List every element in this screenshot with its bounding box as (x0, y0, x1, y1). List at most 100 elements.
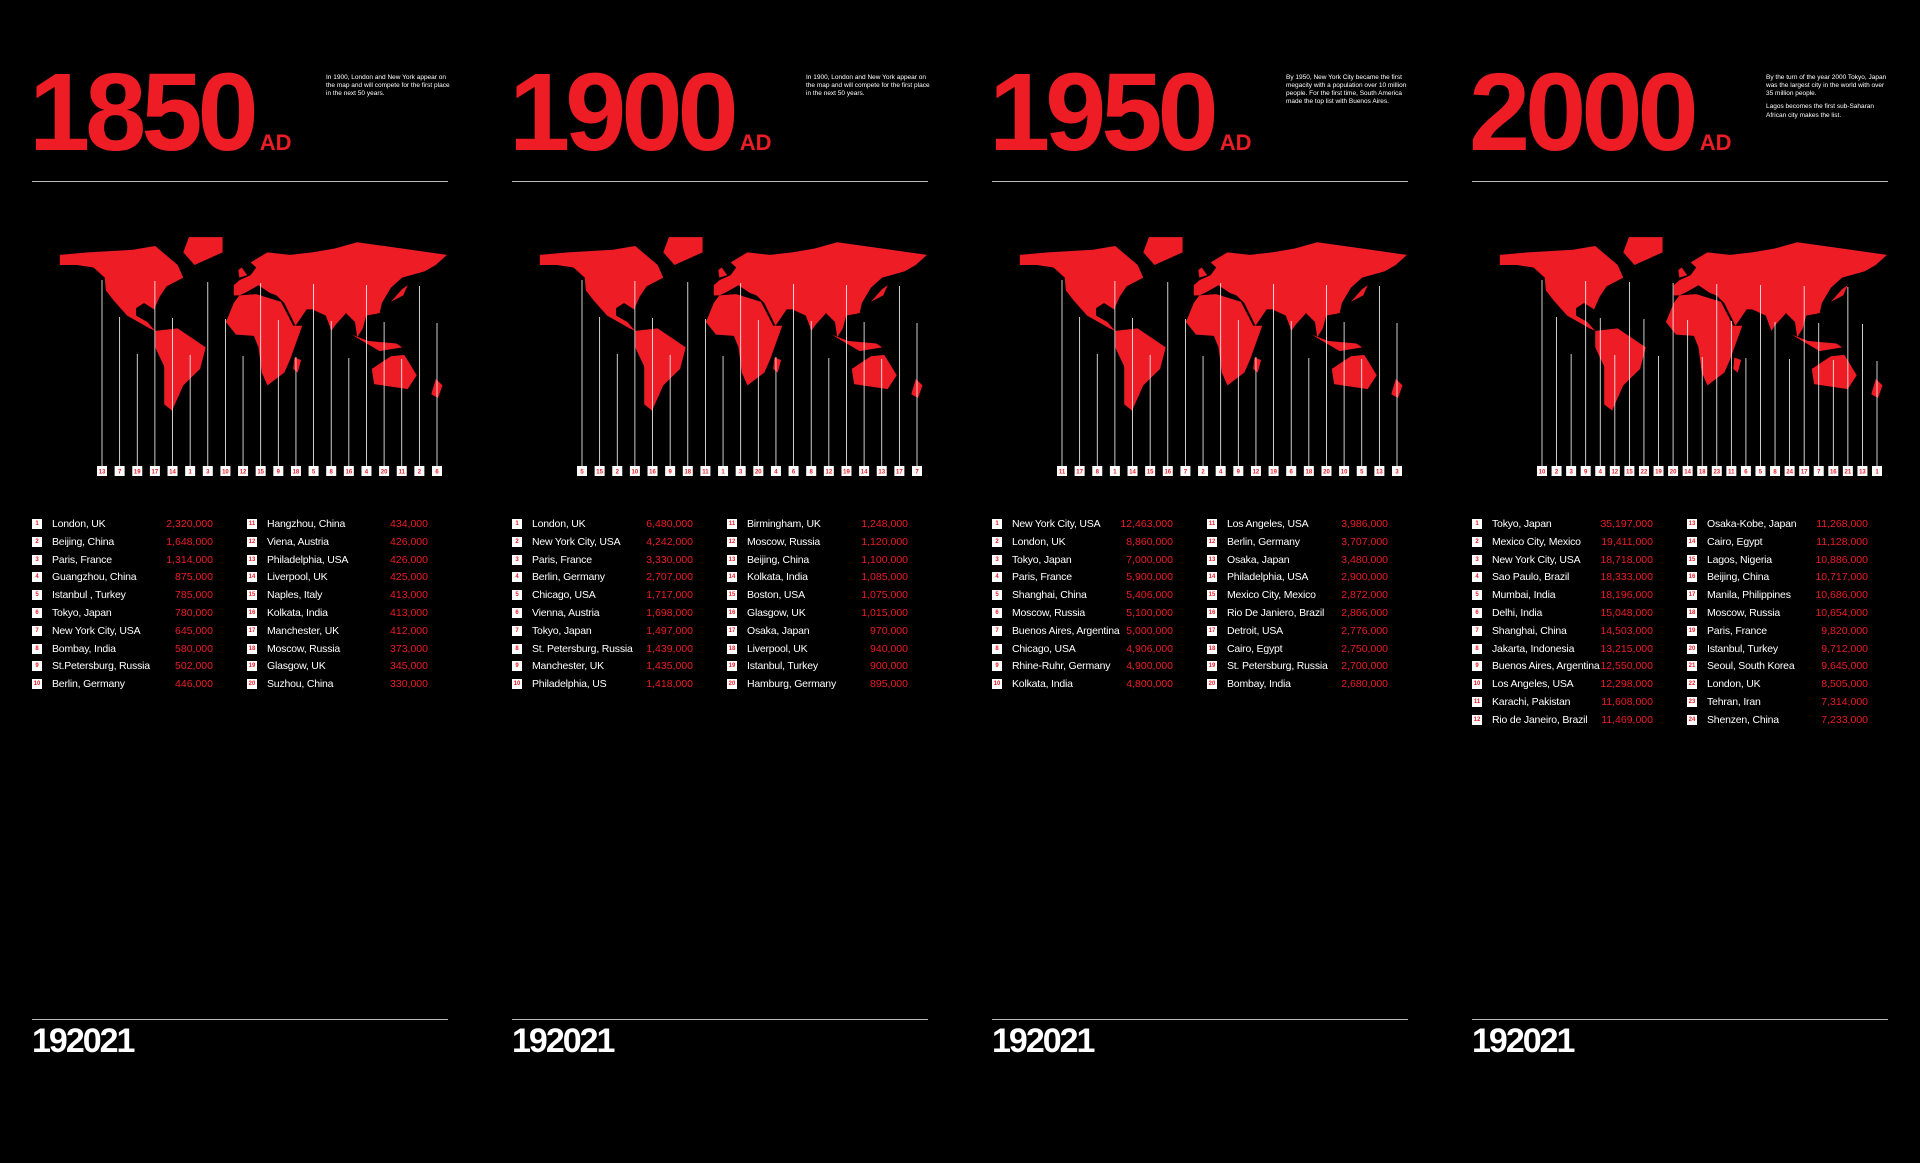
year-panel: 2000 AD By the turn of the year 2000 Tokyo… (1469, 0, 1888, 1163)
marker-number: 6 (792, 470, 796, 476)
city-rank: 17 (247, 625, 257, 636)
city-rank: 3 (1472, 554, 1482, 565)
city-population: 426,000 (390, 535, 428, 548)
city-name: Rio de Janeiro, Brazil (1492, 713, 1588, 726)
marker-number: 13 (1859, 470, 1866, 476)
city-rank: 18 (247, 643, 257, 654)
city-rank: 14 (727, 572, 737, 583)
city-population: 2,750,000 (1341, 642, 1388, 655)
marker-box (612, 466, 623, 476)
city-rank: 22 (1687, 679, 1697, 690)
city-population: 5,000,000 (1126, 624, 1173, 637)
city-row: 3 New York City, USA 18,718,000 (1472, 553, 1653, 567)
city-population: 9,820,000 (1821, 624, 1868, 637)
city-rank: 15 (1207, 590, 1217, 601)
city-population: 970,000 (870, 624, 908, 637)
city-name: Istanbul, Turkey (747, 660, 818, 673)
city-rank: 8 (1472, 643, 1482, 654)
city-name: Jakarta, Indonesia (1492, 642, 1575, 655)
city-population: 19,411,000 (1601, 535, 1653, 548)
city-name: Los Angeles, USA (1492, 678, 1574, 691)
city-row: 3 Paris, France 3,330,000 (512, 553, 693, 567)
marker-number: 24 (1786, 470, 1793, 476)
marker-number: 22 (1641, 470, 1648, 476)
year-number: 2000 (1469, 51, 1699, 174)
city-name: Tokyo, Japan (52, 607, 112, 619)
marker-box (682, 466, 693, 476)
marker-box (1303, 466, 1314, 476)
marker-number: 17 (1801, 470, 1808, 476)
city-rank: 11 (247, 519, 257, 529)
city-row: 18 Moscow, Russia 10,654,000 (1687, 606, 1868, 620)
city-row: 6 Moscow, Russia 5,100,000 (992, 606, 1173, 620)
marker-number: 20 (1323, 470, 1330, 476)
city-rank: 14 (1687, 536, 1697, 547)
city-rank: 9 (512, 661, 522, 672)
marker-number: 10 (222, 470, 229, 476)
marker-box (1356, 466, 1367, 476)
marker-number: 16 (649, 470, 656, 476)
city-rank: 4 (1472, 572, 1482, 583)
city-row: 20 Hamburg, Germany 895,000 (727, 677, 908, 691)
marker-number: 5 (1759, 470, 1763, 476)
city-name: Glasgow, UK (267, 660, 326, 673)
city-population: 1,698,000 (646, 607, 693, 619)
marker-number: 18 (1305, 470, 1312, 476)
marker-box (149, 466, 160, 476)
city-row: 11 Los Angeles, USA 3,986,000 (1207, 517, 1388, 531)
city-name: London, UK (1707, 678, 1761, 691)
city-population: 10,886,000 (1815, 553, 1868, 566)
city-rank: 19 (1687, 625, 1697, 636)
city-rank: 5 (992, 590, 1002, 601)
city-name: Glasgow, UK (747, 607, 806, 619)
year-heading: 1950 AD (989, 58, 1252, 168)
marker-box (1374, 466, 1385, 476)
city-name: Mexico City, Mexico (1227, 589, 1316, 602)
marker-box (167, 466, 178, 476)
city-row: 19 Paris, France 9,820,000 (1687, 624, 1868, 638)
marker-number: 4 (774, 470, 778, 476)
marker-number: 2 (1555, 470, 1559, 476)
city-row: 16 Glasgow, UK 1,015,000 (727, 606, 908, 620)
city-population: 3,330,000 (646, 553, 693, 566)
city-rank: 9 (32, 661, 42, 672)
marker-box (1566, 466, 1577, 476)
year-heading: 1850 AD (29, 58, 292, 168)
city-name: Tehran, Iran (1707, 696, 1761, 708)
city-population: 580,000 (175, 642, 213, 655)
city-population: 11,608,000 (1601, 696, 1653, 708)
city-rank: 18 (1207, 643, 1217, 654)
marker-number: 6 (1744, 470, 1748, 476)
city-rank: 15 (727, 590, 737, 601)
city-population: 446,000 (175, 678, 213, 691)
city-population: 3,707,000 (1341, 535, 1388, 548)
city-name: Philadelphia, US (532, 678, 607, 691)
city-row: 13 Osaka, Japan 3,480,000 (1207, 553, 1388, 567)
marker-box (1842, 466, 1853, 476)
marker-box (823, 466, 834, 476)
city-row: 1 Tokyo, Japan 35,197,000 (1472, 517, 1653, 531)
description-paragraph: In 1900, London and New York appear on t… (326, 74, 450, 98)
marker-box (876, 466, 887, 476)
logo: 192021 (1472, 1022, 1575, 1060)
city-population: 1,100,000 (861, 553, 908, 566)
city-name: Cairo, Egypt (1707, 535, 1763, 548)
city-rank: 20 (1687, 643, 1697, 654)
city-name: Tokyo, Japan (1492, 518, 1552, 530)
world-map: 11 17 8 1 14 15 16 7 2 4 9 12 19 6 18 20 10 5 13 3 (1019, 237, 1407, 476)
city-row: 17 Osaka, Japan 970,000 (727, 624, 908, 638)
description-paragraph: By the turn of the year 2000 Tokyo, Japa… (1766, 74, 1887, 98)
marker-number: 16 (345, 470, 352, 476)
city-row: 7 Buenos Aires, Argentina 5,000,000 (992, 624, 1173, 638)
city-population: 780,000 (175, 607, 213, 619)
marker-number: 16 (1164, 470, 1171, 476)
city-name: Beijing, China (747, 553, 809, 566)
city-name: St. Petersburg, Russia (532, 642, 633, 655)
city-population: 8,505,000 (1821, 678, 1868, 691)
city-population: 1,648,000 (166, 535, 213, 548)
marker-box (859, 466, 870, 476)
marker-number: 2 (616, 470, 620, 476)
city-name: Sao Paulo, Brazil (1492, 571, 1570, 584)
marker-number: 9 (1237, 470, 1241, 476)
